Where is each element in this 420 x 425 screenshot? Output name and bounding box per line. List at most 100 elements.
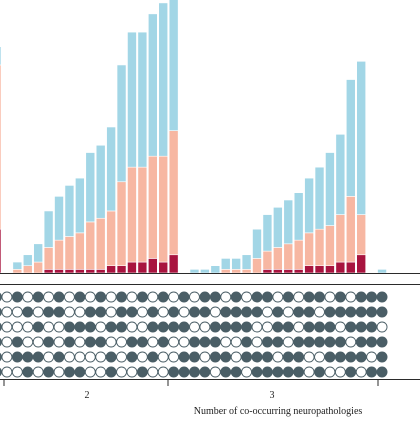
- bar-segment-top: [231, 258, 241, 270]
- bar-segment-middle: [252, 258, 262, 274]
- bar-segment-bottom: [168, 254, 179, 274]
- bar-segment-top: [43, 210, 54, 248]
- dot-empty: [32, 366, 44, 378]
- dot-empty: [230, 351, 242, 363]
- dot-filled: [178, 321, 190, 333]
- dot-filled: [11, 336, 23, 348]
- dot-empty: [178, 336, 190, 348]
- dot-filled: [251, 291, 263, 303]
- dot-empty: [105, 336, 117, 348]
- dot-filled: [324, 336, 336, 348]
- dot-filled: [345, 366, 357, 378]
- bar-segment-bottom: [64, 269, 75, 274]
- dot-empty: [220, 336, 232, 348]
- bar-segment-top: [314, 166, 325, 230]
- dot-empty: [261, 321, 273, 333]
- dot-filled: [376, 351, 388, 363]
- bar-segment-middle: [273, 247, 283, 270]
- dot-empty: [11, 306, 23, 318]
- dot-empty: [1, 366, 13, 378]
- dot-filled: [136, 336, 148, 348]
- divider-layer: [0, 273, 420, 386]
- dot-empty: [230, 336, 242, 348]
- bar-segment-middle: [85, 221, 96, 270]
- dot-empty: [74, 336, 86, 348]
- dot-filled: [376, 366, 388, 378]
- bar-segment-bottom: [116, 265, 127, 274]
- dot-filled: [355, 306, 367, 318]
- dot-filled: [334, 351, 346, 363]
- dot-empty: [282, 336, 294, 348]
- dot-filled: [105, 321, 117, 333]
- dot-filled: [324, 351, 336, 363]
- dot-filled: [366, 336, 378, 348]
- bar-segment-bottom: [325, 265, 335, 274]
- dot-filled: [63, 336, 75, 348]
- dot-empty: [147, 291, 159, 303]
- dot-empty: [95, 366, 107, 378]
- bar-segment-top: [54, 196, 64, 241]
- dot-empty: [293, 291, 305, 303]
- dot-filled: [105, 351, 117, 363]
- dot-filled: [147, 321, 159, 333]
- dot-empty: [11, 321, 23, 333]
- dot-filled: [84, 306, 96, 318]
- dot-empty: [303, 351, 315, 363]
- dot-empty: [355, 366, 367, 378]
- dot-empty: [116, 351, 127, 363]
- bar-segment-top: [220, 258, 231, 270]
- bar-segment-top: [148, 13, 158, 157]
- dot-empty: [272, 351, 284, 363]
- bar-segment-bottom: [0, 228, 2, 274]
- dot-filled: [355, 336, 367, 348]
- dot-filled: [209, 321, 221, 333]
- dot-empty: [136, 321, 148, 333]
- bar-segment-middle: [22, 265, 33, 274]
- dot-empty: [63, 351, 75, 363]
- bar-segment-middle: [231, 269, 241, 274]
- dot-filled: [0, 337, 2, 347]
- bar-segment-middle: [314, 228, 325, 266]
- dot-empty: [22, 321, 34, 333]
- dot-empty: [157, 351, 169, 363]
- dot-filled: [95, 306, 107, 318]
- dot-filled: [11, 351, 23, 363]
- bar-segment-bottom: [106, 265, 116, 274]
- dot-empty: [53, 366, 65, 378]
- dot-empty: [136, 351, 148, 363]
- dot-empty: [53, 336, 65, 348]
- group-label-2: 2: [85, 390, 90, 401]
- dot-filled: [355, 291, 367, 303]
- dot-empty: [314, 351, 325, 363]
- bar-segment-top: [273, 207, 283, 248]
- dot-filled: [355, 351, 367, 363]
- dot-empty: [1, 351, 13, 363]
- dot-empty: [282, 306, 294, 318]
- dot-filled: [178, 351, 190, 363]
- dot-empty: [43, 321, 55, 333]
- dot-matrix: [0, 291, 388, 378]
- bar-segment-top: [252, 228, 262, 259]
- dot-empty: [95, 351, 107, 363]
- dot-filled: [261, 351, 273, 363]
- dot-filled: [345, 321, 357, 333]
- dot-filled: [22, 366, 34, 378]
- dot-filled: [355, 321, 367, 333]
- dot-empty: [189, 291, 200, 303]
- dot-filled: [32, 291, 44, 303]
- bar-segment-top: [377, 269, 387, 274]
- bar-segment-middle: [12, 269, 23, 274]
- dot-filled: [209, 336, 221, 348]
- dot-filled: [43, 366, 55, 378]
- bar-segment-middle: [262, 250, 273, 270]
- bar-segment-middle: [168, 130, 179, 256]
- dot-filled: [261, 336, 273, 348]
- dot-empty: [345, 336, 357, 348]
- dot-empty: [126, 321, 138, 333]
- dot-empty: [334, 366, 346, 378]
- dot-filled: [230, 291, 242, 303]
- dot-empty: [209, 366, 221, 378]
- bar-segment-bottom: [335, 261, 346, 274]
